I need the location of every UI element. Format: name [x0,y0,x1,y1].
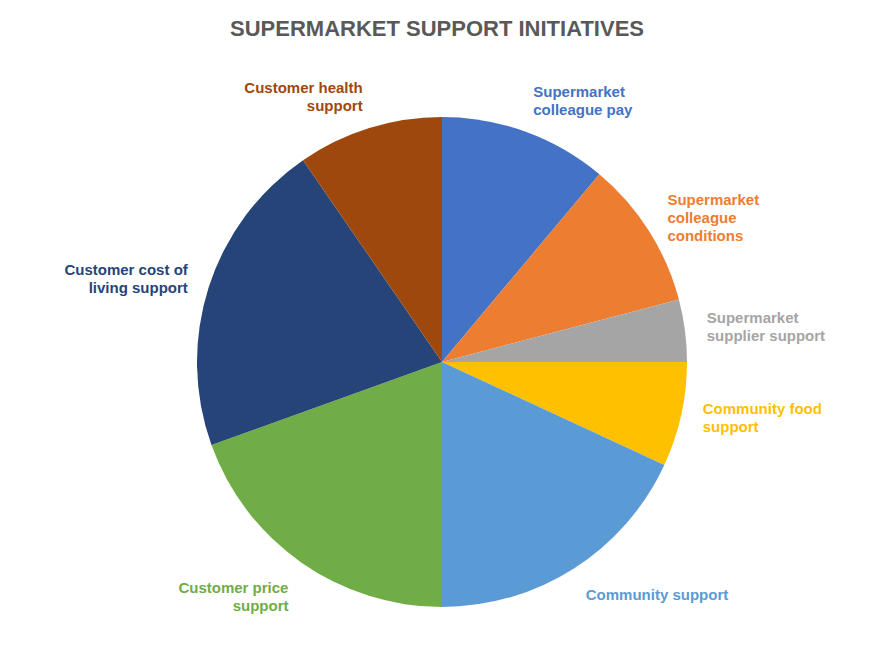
svg-text:Supermarketcolleagueconditions: Supermarketcolleagueconditions [667,191,759,244]
svg-text:Supermarketsupplier support: Supermarketsupplier support [707,309,825,344]
svg-text:Customer healthsupport: Customer healthsupport [244,79,362,114]
svg-text:SUPERMARKET SUPPORT INITIATIVE: SUPERMARKET SUPPORT INITIATIVES [230,16,644,41]
svg-text:Supermarketcolleague pay: Supermarketcolleague pay [533,83,633,118]
svg-text:Customer cost ofliving support: Customer cost ofliving support [64,261,188,296]
svg-text:Customer pricesupport: Customer pricesupport [178,579,288,614]
svg-text:Community support: Community support [586,586,729,603]
svg-text:Community foodsupport: Community foodsupport [703,400,822,435]
